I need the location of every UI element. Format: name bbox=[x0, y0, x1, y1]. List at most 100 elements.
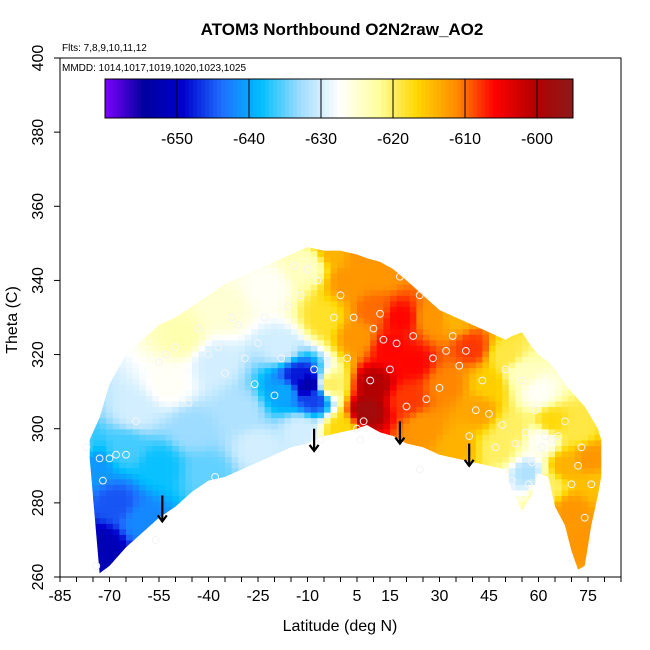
heatmap-cell bbox=[515, 489, 523, 497]
heatmap-cell bbox=[462, 311, 470, 319]
heatmap-cell bbox=[343, 378, 351, 385]
heatmap-cell bbox=[192, 306, 200, 313]
heatmap-cell bbox=[60, 351, 67, 357]
heatmap-cell bbox=[330, 534, 338, 541]
heatmap-cell bbox=[416, 267, 424, 274]
heatmap-cell bbox=[324, 573, 332, 574]
heatmap-cell bbox=[178, 539, 186, 547]
heatmap-cell bbox=[277, 350, 285, 358]
heatmap-cell bbox=[172, 417, 180, 424]
heatmap-cell bbox=[119, 406, 127, 413]
heatmap-cell bbox=[390, 378, 398, 385]
heatmap-cell bbox=[311, 240, 318, 246]
heatmap-cell bbox=[251, 434, 259, 441]
heatmap-cell bbox=[258, 295, 266, 302]
heatmap-cell bbox=[337, 250, 345, 257]
heatmap-cell bbox=[317, 356, 325, 363]
heatmap-cell bbox=[112, 284, 120, 291]
heatmap-cell bbox=[482, 434, 490, 441]
heatmap-cell bbox=[449, 250, 457, 257]
heatmap-cell bbox=[489, 434, 497, 441]
heatmap-cell bbox=[297, 378, 305, 385]
heatmap-cell bbox=[297, 412, 305, 419]
heatmap-cell bbox=[528, 467, 536, 474]
heatmap-cell bbox=[331, 579, 338, 585]
heatmap-cell bbox=[119, 434, 127, 441]
heatmap-cell bbox=[225, 306, 233, 313]
heatmap-cell bbox=[165, 278, 173, 285]
heatmap-cell bbox=[297, 439, 305, 446]
heatmap-cell bbox=[198, 473, 206, 480]
heatmap-cell bbox=[337, 234, 344, 240]
heatmap-cell bbox=[528, 289, 536, 296]
heatmap-cell bbox=[337, 311, 345, 319]
heatmap-cell bbox=[416, 273, 424, 280]
heatmap-cell bbox=[297, 373, 305, 380]
heatmap-cell bbox=[113, 240, 120, 246]
heatmap-cell bbox=[165, 289, 173, 296]
heatmap-cell bbox=[73, 401, 80, 407]
heatmap-cell bbox=[403, 311, 411, 319]
heatmap-cell bbox=[442, 384, 450, 391]
heatmap-cell bbox=[112, 311, 120, 319]
heatmap-cell bbox=[568, 339, 576, 346]
heatmap-cell bbox=[284, 317, 292, 324]
heatmap-cell bbox=[264, 339, 272, 346]
heatmap-cell bbox=[429, 373, 437, 380]
heatmap-cell bbox=[119, 373, 127, 380]
heatmap-cell bbox=[93, 378, 101, 385]
heatmap-cell bbox=[383, 528, 391, 535]
heatmap-cell bbox=[343, 545, 351, 552]
heatmap-cell bbox=[165, 323, 173, 330]
heatmap-cell bbox=[251, 289, 259, 296]
heatmap-cell bbox=[271, 417, 279, 424]
heatmap-cell bbox=[277, 300, 285, 307]
heatmap-cell bbox=[324, 267, 332, 274]
heatmap-cell bbox=[317, 551, 325, 558]
heatmap-cell bbox=[541, 489, 549, 497]
heatmap-cell bbox=[482, 567, 490, 574]
heatmap-cell bbox=[119, 345, 127, 352]
heatmap-cell bbox=[67, 262, 74, 268]
heatmap-cell bbox=[370, 273, 378, 280]
heatmap-cell bbox=[357, 289, 365, 296]
heatmap-cell bbox=[528, 247, 536, 252]
heatmap-cell bbox=[73, 406, 80, 412]
heatmap-cell bbox=[145, 412, 153, 419]
heatmap-cell bbox=[67, 418, 74, 424]
heatmap-cell bbox=[377, 240, 384, 246]
heatmap-cell bbox=[429, 289, 437, 296]
heatmap-cell bbox=[568, 395, 576, 402]
heatmap-cell bbox=[462, 456, 470, 463]
heatmap-cell bbox=[185, 300, 193, 307]
heatmap-cell bbox=[231, 528, 239, 535]
heatmap-cell bbox=[198, 478, 206, 485]
heatmap-cell bbox=[218, 428, 226, 435]
heatmap-cell bbox=[139, 562, 147, 569]
heatmap-cell bbox=[423, 489, 431, 497]
heatmap-cell bbox=[423, 478, 431, 485]
heatmap-cell bbox=[350, 478, 358, 485]
heatmap-cell bbox=[238, 306, 246, 313]
heatmap-cell bbox=[343, 406, 351, 413]
heatmap-cell bbox=[178, 361, 186, 369]
heatmap-cell bbox=[106, 284, 114, 291]
heatmap-cell bbox=[343, 395, 351, 402]
heatmap-cell bbox=[60, 545, 67, 551]
heatmap-cell bbox=[165, 256, 173, 263]
heatmap-cell bbox=[80, 334, 87, 340]
heatmap-cell bbox=[284, 551, 292, 558]
heatmap-cell bbox=[106, 378, 114, 385]
heatmap-cell bbox=[271, 489, 279, 497]
heatmap-cell bbox=[271, 512, 279, 519]
heatmap-cell bbox=[106, 423, 114, 430]
heatmap-cell bbox=[396, 489, 404, 497]
heatmap-cell bbox=[291, 328, 299, 335]
heatmap-cell bbox=[185, 234, 192, 240]
heatmap-cell bbox=[112, 501, 120, 508]
heatmap-cell bbox=[390, 417, 398, 424]
heatmap-cell bbox=[304, 367, 312, 374]
heatmap-cell bbox=[462, 395, 470, 402]
heatmap-cell bbox=[495, 328, 503, 335]
heatmap-cell bbox=[363, 345, 371, 352]
